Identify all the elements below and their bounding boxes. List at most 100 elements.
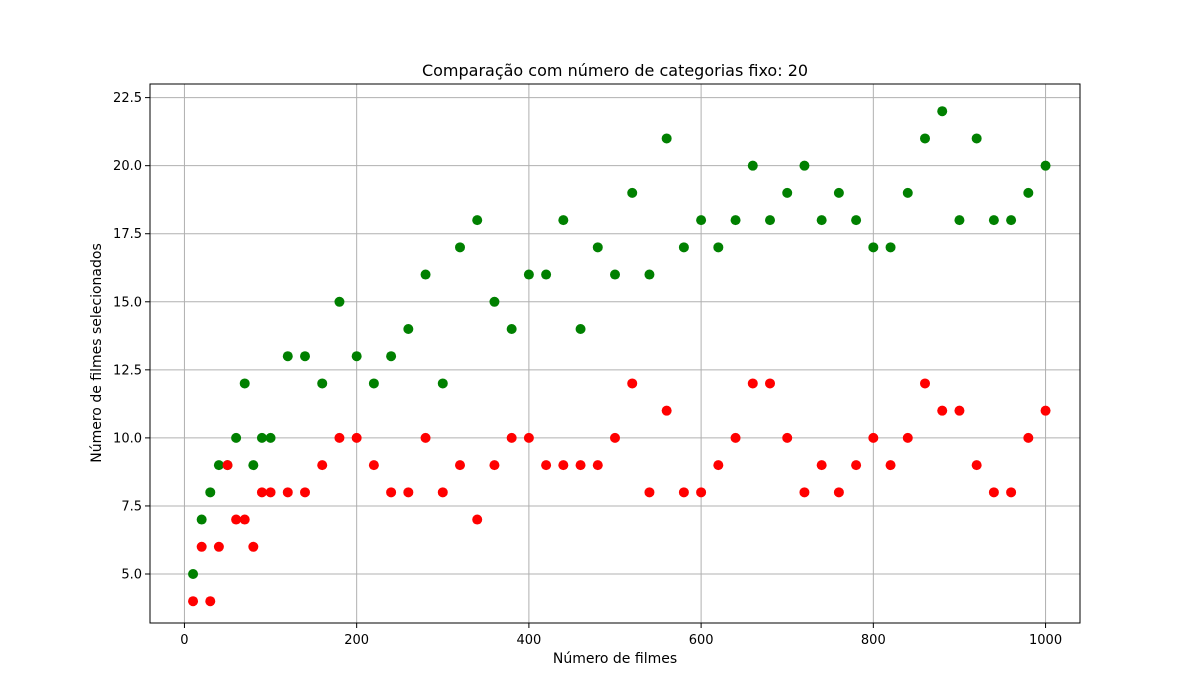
plot-area-frame [149,83,1081,624]
data-point [351,432,362,443]
data-point [386,351,397,362]
data-point [188,569,199,579]
data-point [661,405,672,416]
data-point [575,460,586,471]
data-point [868,242,879,253]
data-point [558,215,569,226]
data-point [885,242,896,253]
data-point [713,460,724,471]
data-point [489,460,500,471]
data-point [196,514,207,525]
data-point [816,215,827,226]
data-point [782,187,793,198]
data-point [523,432,534,443]
data-point [351,351,362,362]
x-axis-label: Número de filmes [553,651,677,667]
y-tick-label: 15.0 [113,295,142,310]
data-point [265,432,276,443]
data-point [851,215,862,226]
data-point [696,487,707,498]
data-point [920,378,930,389]
data-point [627,187,638,198]
data-point [644,269,655,280]
data-point [592,460,603,471]
data-point [282,351,293,362]
data-point [1040,405,1051,416]
data-point [222,460,233,471]
data-point [937,405,948,416]
data-point [437,378,448,389]
y-tick-label: 7.5 [121,499,142,514]
data-point [799,487,810,498]
data-point [799,160,810,171]
data-point [1006,487,1017,498]
data-point [506,324,517,334]
data-point [971,460,982,471]
data-point [403,487,414,498]
data-point [610,269,620,280]
data-point [868,432,879,443]
data-point [334,296,345,307]
data-point [1040,160,1051,171]
data-point [455,242,465,253]
y-tick-label: 12.5 [113,363,142,378]
data-point [954,405,965,416]
data-point [231,514,242,525]
data-point [696,215,707,226]
data-point [988,487,999,498]
x-tick-label: 600 [689,633,714,648]
data-point [334,432,345,443]
axis-ticks: 0 200 400 600 800 1000 5.0 7.5 10.0 12.5 15.0 17.5 2… [113,91,1062,648]
data-point [489,296,500,307]
data-point [368,460,379,471]
data-point [239,514,250,525]
data-point [627,378,638,389]
data-points [188,106,1051,607]
data-point [678,242,689,253]
data-point [971,133,982,144]
data-point [213,541,224,552]
data-point [713,242,724,253]
data-point [205,487,216,498]
y-tick-label: 22.5 [113,91,142,106]
data-point [730,215,741,226]
data-point [575,324,586,334]
data-point [610,432,620,443]
data-point [661,133,672,144]
data-point [239,378,250,389]
data-point [541,269,552,280]
data-point [386,487,397,498]
data-point [437,487,448,498]
data-point [541,460,552,471]
data-point [420,432,431,443]
data-point [782,432,793,443]
data-point [644,487,655,498]
data-point [902,432,913,443]
y-tick-label: 10.0 [113,431,142,446]
data-point [282,487,293,498]
chart-title: Comparação com número de categorias fixo… [422,61,808,80]
data-point [1023,432,1034,443]
x-tick-label: 400 [516,633,541,648]
data-point [472,215,483,226]
data-point [1023,187,1034,198]
data-point [833,487,844,498]
data-point [558,460,569,471]
data-point [265,487,276,498]
y-axis-label: Número de filmes selecionados [89,243,105,462]
data-point [300,487,310,498]
data-point [902,187,913,198]
data-point [730,432,741,443]
data-point [231,432,242,443]
data-point [256,487,267,498]
data-point [678,487,689,498]
data-point [920,133,930,144]
grid [150,84,1080,623]
data-point [248,541,259,552]
data-point [403,324,414,334]
data-point [213,460,224,471]
data-point [937,106,948,117]
data-point [420,269,431,280]
